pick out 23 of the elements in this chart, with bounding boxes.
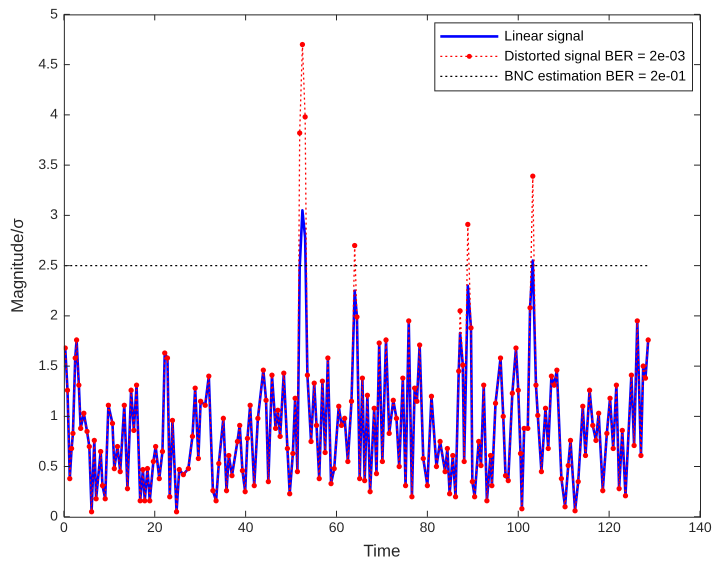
y-tick-label: 0 — [50, 508, 58, 524]
y-tick-label: 1 — [50, 407, 58, 424]
y-tick-label: 0.5 — [38, 457, 58, 474]
y-tick-label: 1.5 — [38, 356, 58, 373]
y-tick-label: 4 — [50, 106, 58, 122]
x-tick-label: 140 — [688, 519, 712, 536]
y-tick-label: 3 — [50, 206, 58, 222]
x-tick-label: 40 — [238, 519, 254, 536]
y-tick-label: 4.5 — [38, 56, 58, 72]
legend-label: Distorted signal BER = 2e-03 — [504, 47, 686, 64]
x-axis-title: Time — [363, 541, 401, 560]
y-axis-title: Magnitude/σ — [8, 218, 27, 313]
x-tick-label: 80 — [420, 519, 436, 536]
x-tick-label: 100 — [506, 519, 530, 536]
y-tick-label: 2.5 — [38, 256, 58, 272]
y-tick-label: 3.5 — [38, 156, 58, 172]
x-tick-label: 60 — [328, 519, 344, 536]
x-tick-label: 120 — [597, 519, 622, 536]
legend-label: BNC estimation BER = 2e-01 — [504, 67, 686, 84]
legend-label: Linear signal — [504, 27, 584, 44]
y-tick-label: 5 — [50, 5, 58, 22]
x-tick-label: 20 — [146, 519, 163, 536]
y-tick-label: 2 — [50, 306, 58, 323]
